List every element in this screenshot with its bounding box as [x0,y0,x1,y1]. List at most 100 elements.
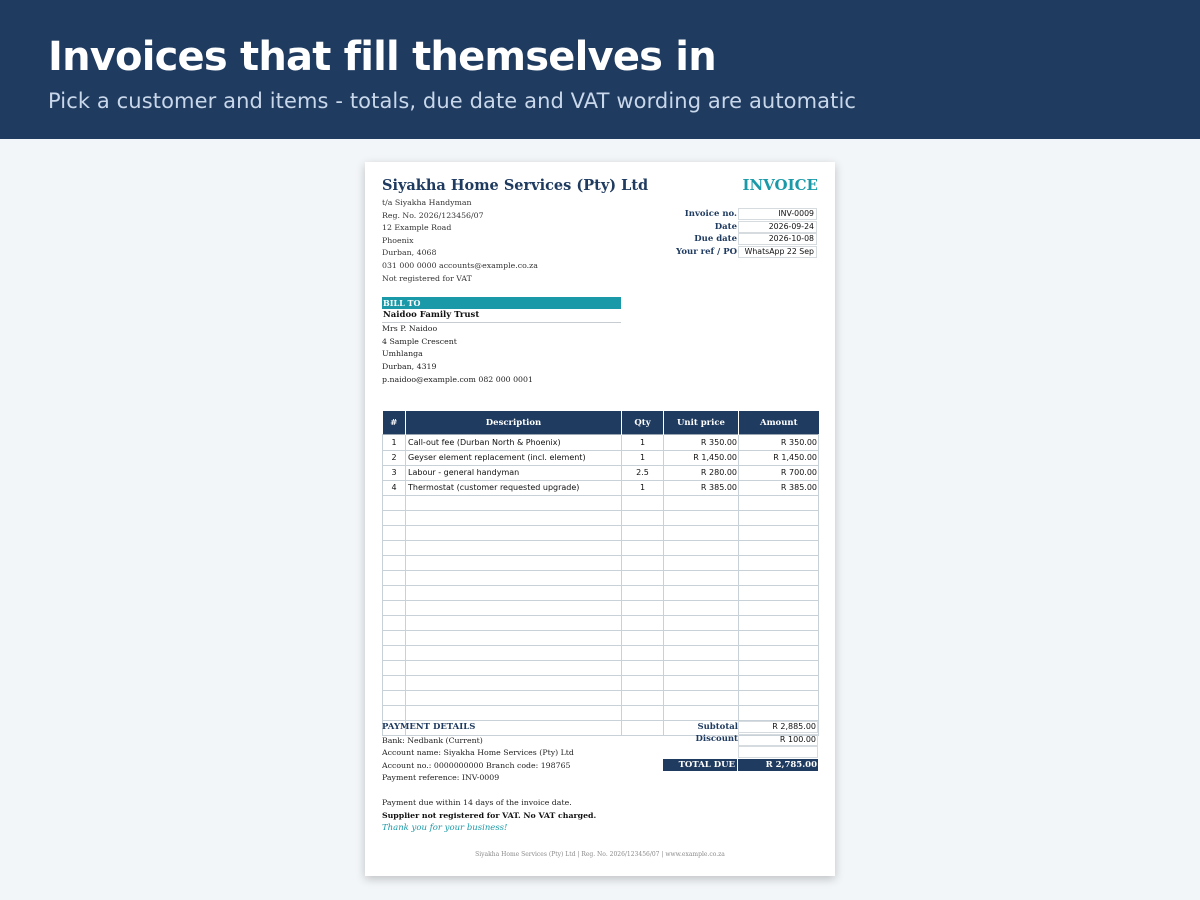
item-qty-cell[interactable]: 1 [621,450,664,466]
empty-cell[interactable] [738,555,819,571]
empty-cell[interactable] [382,555,406,571]
empty-cell[interactable] [405,585,622,601]
empty-cell[interactable] [405,570,622,586]
empty-cell[interactable] [738,570,819,586]
item-description-cell[interactable]: Geyser element replacement (incl. elemen… [405,450,622,466]
empty-cell[interactable] [382,495,406,511]
item-unit-price-cell[interactable]: R 1,450.00 [663,450,739,466]
ref-po-field[interactable]: WhatsApp 22 Sep [738,246,817,258]
empty-cell[interactable] [382,570,406,586]
item-amount-cell[interactable]: R 1,450.00 [738,450,819,466]
empty-cell[interactable] [382,615,406,631]
empty-cell[interactable] [382,540,406,556]
item-unit-price-cell[interactable]: R 280.00 [663,465,739,481]
empty-cell[interactable] [663,540,739,556]
empty-cell[interactable] [621,675,664,691]
empty-cell[interactable] [738,690,819,706]
empty-cell[interactable] [382,675,406,691]
empty-cell[interactable] [382,705,406,721]
empty-cell[interactable] [663,600,739,616]
empty-cell[interactable] [738,705,819,721]
empty-cell[interactable] [382,525,406,541]
item-description-cell[interactable]: Thermostat (customer requested upgrade) [405,480,622,496]
empty-cell[interactable] [621,525,664,541]
empty-cell[interactable] [405,540,622,556]
empty-cell[interactable] [663,690,739,706]
item-number-cell[interactable]: 4 [382,480,406,496]
empty-cell[interactable] [382,630,406,646]
empty-cell[interactable] [405,690,622,706]
empty-cell[interactable] [382,645,406,661]
empty-cell[interactable] [405,615,622,631]
item-qty-cell[interactable]: 1 [621,480,664,496]
empty-cell[interactable] [738,540,819,556]
empty-cell[interactable] [405,600,622,616]
empty-cell[interactable] [621,645,664,661]
empty-cell[interactable] [621,600,664,616]
empty-cell[interactable] [405,525,622,541]
empty-cell[interactable] [663,525,739,541]
empty-cell[interactable] [738,675,819,691]
empty-cell[interactable] [663,645,739,661]
empty-cell[interactable] [621,720,664,736]
empty-cell[interactable] [663,555,739,571]
empty-cell[interactable] [663,705,739,721]
empty-cell[interactable] [663,495,739,511]
empty-cell[interactable] [621,660,664,676]
empty-cell[interactable] [405,555,622,571]
bill-to-customer-name[interactable]: Naidoo Family Trust [382,310,621,323]
empty-cell[interactable] [663,570,739,586]
empty-cell[interactable] [621,495,664,511]
item-number-cell[interactable]: 3 [382,465,406,481]
empty-cell[interactable] [621,570,664,586]
empty-cell[interactable] [405,495,622,511]
empty-cell[interactable] [405,645,622,661]
empty-cell[interactable] [621,615,664,631]
empty-cell[interactable] [405,705,622,721]
empty-cell[interactable] [738,495,819,511]
empty-cell[interactable] [621,555,664,571]
item-amount-cell[interactable]: R 350.00 [738,434,819,451]
item-unit-price-cell[interactable]: R 385.00 [663,480,739,496]
empty-cell[interactable] [663,630,739,646]
empty-cell[interactable] [738,660,819,676]
empty-cell[interactable] [621,705,664,721]
empty-cell[interactable] [738,630,819,646]
empty-cell[interactable] [405,630,622,646]
empty-cell[interactable] [405,675,622,691]
empty-cell[interactable] [621,510,664,526]
empty-cell[interactable] [405,660,622,676]
empty-cell[interactable] [663,585,739,601]
empty-cell[interactable] [382,585,406,601]
item-description-cell[interactable]: Call-out fee (Durban North & Phoenix) [405,434,622,451]
empty-cell[interactable] [663,675,739,691]
item-amount-cell[interactable]: R 385.00 [738,480,819,496]
empty-cell[interactable] [738,615,819,631]
empty-cell[interactable] [621,630,664,646]
empty-cell[interactable] [738,600,819,616]
item-number-cell[interactable]: 1 [382,434,406,451]
empty-cell[interactable] [382,600,406,616]
empty-cell[interactable] [621,585,664,601]
item-amount-cell[interactable]: R 700.00 [738,465,819,481]
empty-cell[interactable] [738,510,819,526]
item-qty-cell[interactable]: 1 [621,434,664,451]
empty-cell[interactable] [621,690,664,706]
empty-cell[interactable] [663,660,739,676]
due-date-field[interactable]: 2026-10-08 [738,233,817,245]
item-number-cell[interactable]: 2 [382,450,406,466]
discount-field[interactable]: R 100.00 [738,734,818,746]
empty-cell[interactable] [382,690,406,706]
empty-cell[interactable] [738,645,819,661]
empty-cell[interactable] [621,540,664,556]
invoice-no-field[interactable]: INV-0009 [738,208,817,220]
empty-cell[interactable] [663,510,739,526]
empty-cell[interactable] [382,510,406,526]
empty-cell[interactable] [405,510,622,526]
empty-cell[interactable] [738,585,819,601]
empty-cell[interactable] [738,525,819,541]
item-description-cell[interactable]: Labour - general handyman [405,465,622,481]
item-unit-price-cell[interactable]: R 350.00 [663,434,739,451]
item-qty-cell[interactable]: 2.5 [621,465,664,481]
empty-cell[interactable] [382,660,406,676]
